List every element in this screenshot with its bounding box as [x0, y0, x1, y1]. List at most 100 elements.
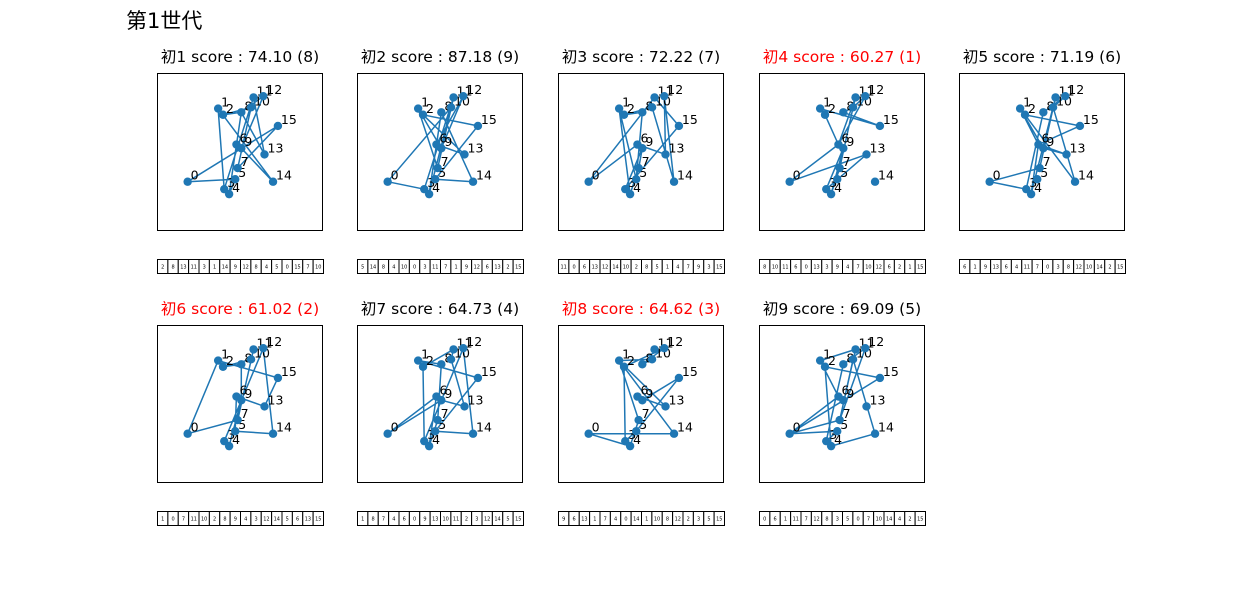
city-label: 15 [682, 364, 698, 379]
genome-gene: 9 [423, 517, 426, 523]
city-point [218, 362, 228, 371]
genome-gene: 1 [593, 517, 596, 523]
city-point [383, 429, 392, 438]
city-label: 12 [667, 334, 683, 349]
city-label: 9 [846, 134, 854, 149]
city-label: 6 [841, 131, 849, 146]
city-point [237, 144, 246, 153]
city-label: 7 [441, 154, 449, 169]
genome-gene: 9 [234, 517, 237, 523]
city-label: 7 [642, 154, 650, 169]
city-point [468, 177, 478, 186]
city-point [851, 345, 860, 354]
city-point [839, 144, 848, 153]
city-point [674, 121, 684, 131]
genome-gene: 8 [666, 517, 669, 523]
city-label: 12 [868, 82, 884, 97]
city-label: 7 [843, 406, 851, 421]
genome-gene: 12 [876, 265, 882, 271]
genome-gene: 3 [423, 265, 426, 271]
city-label: 14 [476, 420, 492, 435]
genome-gene: 1 [161, 517, 164, 523]
genome-gene: 4 [846, 265, 849, 271]
genome-gene: 7 [856, 265, 859, 271]
city-point [1015, 104, 1025, 113]
city-point [259, 91, 268, 101]
city-point [638, 108, 647, 117]
city-point [826, 189, 836, 199]
city-label: 14 [276, 420, 292, 435]
genome-gene: 3 [707, 265, 710, 271]
genome-gene: 15 [917, 517, 923, 523]
city-label: 2 [226, 353, 234, 368]
city-label: 14 [1078, 168, 1094, 183]
genome-gene: 0 [286, 265, 289, 271]
genome-gene: 13 [180, 265, 186, 271]
city-point [619, 110, 629, 119]
genome-gene: 0 [624, 517, 627, 523]
city-label: 0 [191, 420, 199, 435]
genome-gene: 13 [581, 517, 587, 523]
genome-gene: 7 [182, 517, 185, 523]
city-point [1039, 108, 1048, 117]
genome-gene: 6 [486, 265, 489, 271]
genome-cell [914, 511, 926, 526]
city-label: 13 [268, 140, 284, 155]
genome-gene: 6 [963, 265, 966, 271]
city-label: 12 [466, 82, 482, 97]
genome-gene: 4 [392, 265, 395, 271]
city-point [449, 93, 458, 102]
city-label: 4 [834, 180, 842, 195]
genome-gene: 5 [506, 517, 509, 523]
city-point [459, 91, 468, 101]
panel-title: 初8 score : 64.62 (3) [561, 300, 721, 318]
genome-gene: 12 [813, 517, 819, 523]
genome-gene: 5 [275, 265, 278, 271]
genome-gene: 5 [361, 265, 364, 271]
city-point [820, 110, 830, 119]
city-label: 2 [627, 353, 635, 368]
genome-gene: 6 [403, 517, 406, 523]
genome-gene: 14 [494, 517, 500, 523]
city-label: 1 [823, 347, 831, 362]
city-label: 12 [266, 82, 282, 97]
genome-gene: 0 [413, 517, 416, 523]
genome-cell [312, 511, 324, 526]
city-point [614, 356, 624, 365]
tour-plot: 0123456789101112131415 [157, 325, 323, 483]
genome-cell [312, 259, 324, 274]
city-point [785, 429, 794, 438]
city-label: 5 [438, 417, 446, 432]
genome-gene: 7 [604, 517, 607, 523]
genome-gene: 9 [697, 265, 700, 271]
city-point [273, 121, 283, 131]
city-label: 15 [682, 112, 698, 127]
genome-strip: 1 8 7 4 6 0 9 13 10 11 2 3 12 14 5 15 [357, 511, 524, 526]
genome-gene: 1 [645, 517, 648, 523]
tour-plot: 0123456789101112131415 [959, 73, 1125, 231]
city-label: 14 [677, 168, 693, 183]
genome-gene: 11 [1024, 265, 1030, 271]
genome-strip: 6 1 9 13 6 4 11 7 0 3 8 12 10 14 2 15 [959, 259, 1126, 274]
city-point [861, 91, 870, 101]
city-point [1051, 93, 1060, 102]
genome-gene: 8 [825, 517, 828, 523]
city-label: 13 [870, 392, 886, 407]
city-label: 0 [592, 420, 600, 435]
genome-gene: 10 [654, 517, 660, 523]
city-label: 2 [426, 353, 434, 368]
genome-gene: 15 [716, 517, 722, 523]
city-label: 9 [645, 386, 653, 401]
city-point [584, 177, 593, 186]
city-label: 4 [1034, 180, 1042, 195]
city-point [431, 427, 440, 436]
genome-gene: 2 [687, 517, 690, 523]
genome-gene: 15 [1117, 265, 1123, 271]
city-label: 13 [669, 140, 685, 155]
city-point [246, 355, 256, 364]
city-point [1062, 150, 1071, 159]
city-point [851, 93, 860, 102]
genome-gene: 2 [161, 265, 164, 271]
genome-gene: 10 [623, 265, 629, 271]
genome-gene: 7 [306, 265, 309, 271]
